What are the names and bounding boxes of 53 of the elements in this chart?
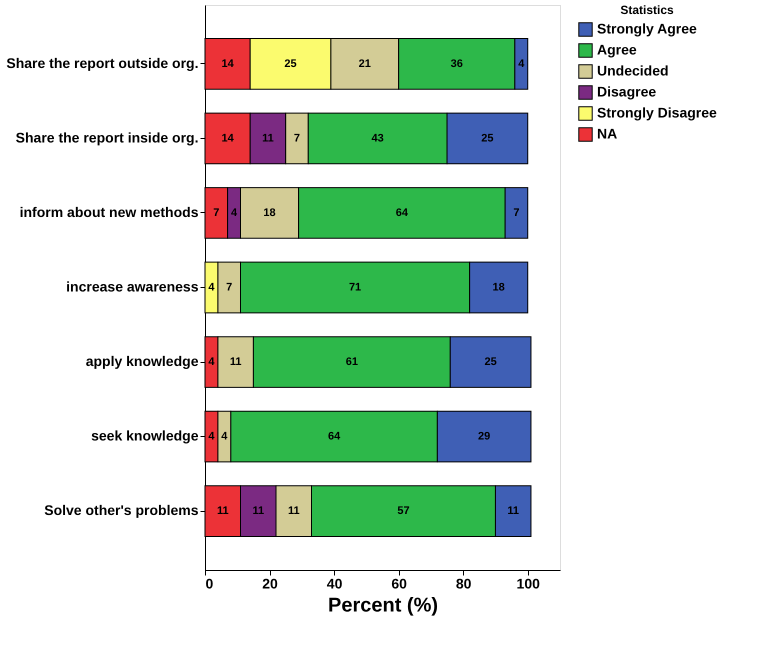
data-label: 7 bbox=[294, 132, 300, 144]
y-tick-label: Solve other's problems bbox=[44, 502, 199, 518]
x-tick-label: 100 bbox=[516, 576, 540, 592]
y-tick-label: Share the report outside org. bbox=[6, 54, 198, 71]
data-label: 11 bbox=[507, 505, 520, 518]
data-label: 11 bbox=[216, 505, 229, 518]
legend-title: Statistics bbox=[620, 3, 674, 17]
data-label: 14 bbox=[221, 132, 235, 144]
data-label: 25 bbox=[484, 356, 497, 368]
data-label: 25 bbox=[481, 132, 494, 144]
data-label: 64 bbox=[328, 430, 342, 443]
data-label: 4 bbox=[208, 356, 216, 368]
data-label: 11 bbox=[288, 505, 300, 518]
data-label: 4 bbox=[208, 282, 216, 294]
data-label: 4 bbox=[230, 206, 238, 219]
data-label: 21 bbox=[358, 58, 371, 70]
data-label: 25 bbox=[284, 58, 297, 70]
y-tick-label: Share the report inside org. bbox=[16, 129, 198, 146]
data-label: 57 bbox=[397, 505, 410, 518]
data-label: 4 bbox=[221, 430, 228, 443]
data-label: 71 bbox=[348, 282, 362, 294]
x-tick-label: 20 bbox=[262, 576, 278, 592]
legend-label: Agree bbox=[597, 42, 637, 58]
x-axis-title: Percent (%) bbox=[328, 594, 438, 616]
x-tick-label: 0 bbox=[206, 576, 214, 592]
legend-label: NA bbox=[597, 126, 618, 142]
data-label: 18 bbox=[263, 206, 276, 219]
data-label: 4 bbox=[208, 430, 216, 443]
x-tick-label: 60 bbox=[391, 576, 408, 592]
data-label: 4 bbox=[518, 58, 526, 70]
y-tick-label: inform about new methods bbox=[20, 204, 199, 220]
data-label: 11 bbox=[262, 132, 274, 144]
data-label: 18 bbox=[492, 282, 505, 294]
y-tick-label: apply knowledge bbox=[86, 353, 199, 370]
data-label: 11 bbox=[252, 505, 264, 518]
legend-label: Undecided bbox=[597, 62, 669, 78]
y-tick-label: increase awareness bbox=[66, 278, 199, 294]
data-label: 7 bbox=[213, 206, 220, 219]
y-tick-label: seek knowledge bbox=[91, 428, 199, 444]
data-label: 43 bbox=[372, 132, 384, 144]
legend-label: Strongly Agree bbox=[597, 20, 698, 36]
x-tick-label: 40 bbox=[326, 576, 343, 592]
data-label: 61 bbox=[346, 356, 358, 368]
data-label: 29 bbox=[478, 430, 490, 443]
data-label: 14 bbox=[221, 58, 235, 70]
data-label: 64 bbox=[396, 206, 409, 219]
data-label: 7 bbox=[226, 282, 232, 294]
data-label: 11 bbox=[230, 356, 242, 368]
data-label: 7 bbox=[513, 206, 520, 219]
legend-label: Strongly Disagree bbox=[597, 104, 718, 120]
legend-label: Disagree bbox=[597, 84, 656, 100]
x-tick-label: 80 bbox=[456, 576, 472, 592]
data-label: 36 bbox=[450, 58, 463, 70]
